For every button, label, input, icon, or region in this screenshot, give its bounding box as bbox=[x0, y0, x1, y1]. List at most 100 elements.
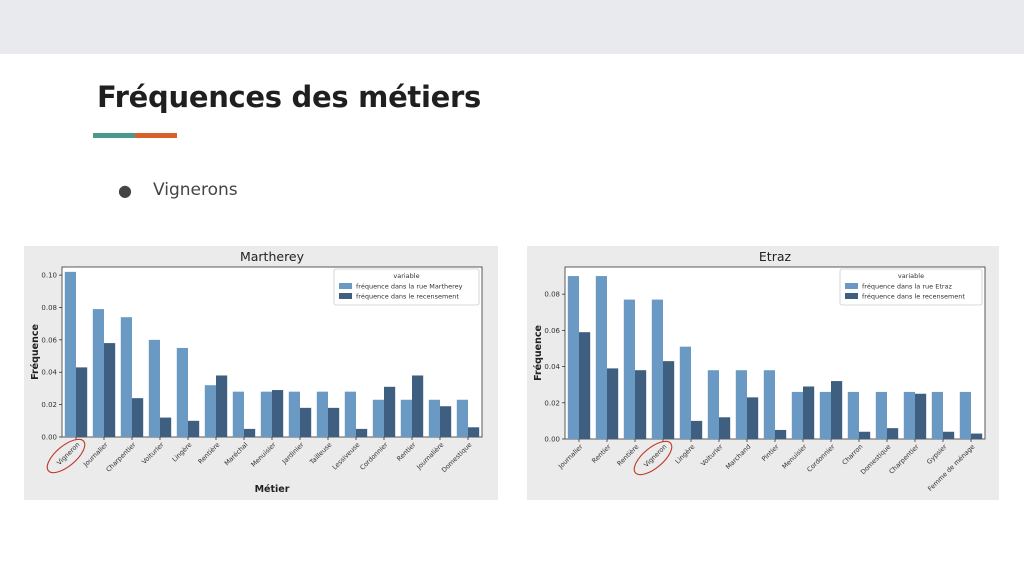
x-tick-label: Journalier bbox=[81, 441, 109, 469]
bar-recensement-4 bbox=[691, 420, 703, 439]
bar-recensement-13 bbox=[440, 406, 452, 437]
bar-recensement-5 bbox=[216, 375, 228, 437]
x-tick-label: Rentière bbox=[196, 441, 221, 466]
y-tick-label: 0.10 bbox=[41, 272, 57, 280]
chart-title: Martherey bbox=[240, 249, 305, 264]
x-tick-label: Vigneron bbox=[642, 443, 668, 469]
chart-etraz: Etraz 0.00 0.02 0.04 0.06 0.08 Fréquence Journa… bbox=[527, 246, 999, 500]
x-tick-label: Vigneron bbox=[55, 441, 81, 467]
y-axis-label: Fréquence bbox=[533, 325, 544, 381]
bar-rue-1 bbox=[595, 276, 607, 439]
bar-rue-12 bbox=[903, 391, 915, 439]
x-tick-label: Pintier bbox=[760, 443, 781, 464]
x-tick-label: Cordonnier bbox=[805, 443, 836, 474]
x-tick-label: Maréchal bbox=[223, 441, 250, 468]
highlight-circle bbox=[633, 440, 673, 476]
bar-rue-4 bbox=[176, 347, 188, 437]
bar-rue-13 bbox=[931, 391, 943, 439]
bar-rue-5 bbox=[204, 385, 216, 437]
bar-recensement-11 bbox=[384, 386, 396, 437]
bar-recensement-0 bbox=[76, 367, 88, 437]
bar-rue-8 bbox=[791, 391, 803, 439]
bar-rue-6 bbox=[735, 370, 747, 439]
bar-rue-10 bbox=[847, 391, 859, 439]
x-tick-label: Menuisier bbox=[249, 441, 277, 469]
bar-rue-0 bbox=[567, 276, 579, 439]
bar-rue-14 bbox=[456, 399, 468, 437]
bar-rue-14 bbox=[959, 391, 971, 439]
y-tick-label: 0.06 bbox=[544, 327, 560, 335]
bar-recensement-2 bbox=[132, 398, 144, 437]
x-tick-label: Voiturier bbox=[699, 443, 724, 468]
bar-rue-9 bbox=[316, 391, 328, 437]
y-tick-label: 0.02 bbox=[41, 401, 57, 409]
x-tick-label: Charpentier bbox=[104, 441, 137, 474]
bar-recensement-7 bbox=[272, 390, 284, 437]
chart-etraz-svg: Etraz 0.00 0.02 0.04 0.06 0.08 Fréquence Journa… bbox=[533, 249, 986, 493]
bar-recensement-7 bbox=[775, 429, 787, 439]
chart-martherey-svg: Martherey 0.00 0.02 0.04 0.06 0.08 0.10 Fréquen… bbox=[30, 249, 483, 495]
legend-title: variable bbox=[898, 272, 924, 280]
bar-rue-6 bbox=[232, 391, 244, 437]
y-tick-label: 0.04 bbox=[41, 369, 57, 377]
y-tick-label: 0.06 bbox=[41, 336, 57, 344]
x-tick-label: Menuisier bbox=[780, 443, 808, 471]
bar-recensement-5 bbox=[719, 417, 731, 439]
highlight-circle bbox=[46, 438, 86, 474]
accent-bar-teal bbox=[93, 133, 135, 138]
bar-recensement-6 bbox=[747, 397, 759, 439]
bar-recensement-6 bbox=[244, 428, 256, 437]
x-tick-label: Cordonnier bbox=[358, 441, 389, 472]
x-tick-label: Rentier bbox=[395, 441, 417, 463]
x-tick-label: Charron bbox=[840, 443, 864, 467]
chart-martherey: Martherey 0.00 0.02 0.04 0.06 0.08 0.10 Fréquen… bbox=[24, 246, 498, 500]
bar-rue-5 bbox=[707, 370, 719, 439]
x-tick-label: Voiturier bbox=[140, 441, 165, 466]
bar-rue-4 bbox=[679, 346, 691, 439]
bar-recensement-10 bbox=[356, 428, 368, 437]
y-tick-label: 0.04 bbox=[544, 363, 560, 371]
x-tick-label: Jardinier bbox=[280, 441, 306, 467]
bar-recensement-11 bbox=[887, 428, 899, 439]
bar-recensement-3 bbox=[663, 361, 675, 439]
x-tick-label: Femme de ménage bbox=[926, 443, 976, 493]
legend-label-1: fréquence dans le recensement bbox=[356, 293, 459, 301]
bullet-text: Vignerons bbox=[153, 180, 238, 200]
bar-rue-11 bbox=[875, 391, 887, 439]
bar-rue-3 bbox=[148, 339, 160, 437]
x-tick-label: Gypsier bbox=[925, 443, 948, 466]
x-tick-label: Lingère bbox=[171, 441, 194, 464]
legend-box bbox=[333, 268, 480, 306]
bar-rue-13 bbox=[428, 399, 440, 437]
legend-title: variable bbox=[393, 272, 419, 280]
y-tick-label: 0.08 bbox=[544, 291, 560, 299]
x-tick-label: Rentière bbox=[615, 443, 640, 468]
bar-rue-7 bbox=[763, 370, 775, 439]
legend-label-0: fréquence dans la rue Etraz bbox=[862, 283, 953, 291]
legend-label-1: fréquence dans le recensement bbox=[862, 293, 965, 301]
bar-recensement-9 bbox=[831, 381, 843, 439]
legend-box bbox=[839, 268, 983, 306]
bullet-dot-icon: ● bbox=[118, 181, 132, 200]
bar-rue-0 bbox=[64, 271, 76, 437]
x-tick-label: Rentier bbox=[590, 443, 612, 465]
accent-bar-orange bbox=[135, 133, 177, 138]
legend-swatch-1 bbox=[339, 293, 352, 299]
bar-recensement-1 bbox=[607, 368, 619, 439]
bar-recensement-13 bbox=[943, 431, 955, 439]
x-tick-label: Lingère bbox=[674, 443, 697, 466]
x-tick-label: Lessiveuse bbox=[331, 441, 362, 472]
chart-title: Etraz bbox=[759, 249, 792, 264]
legend-swatch-0 bbox=[845, 283, 858, 289]
y-axis-label: Fréquence bbox=[30, 324, 41, 380]
x-tick-label: Journalier bbox=[556, 443, 584, 471]
x-tick-label: Marchand bbox=[724, 443, 752, 471]
bar-rue-8 bbox=[288, 391, 300, 437]
y-tick-label: 0.08 bbox=[41, 304, 57, 312]
bar-recensement-9 bbox=[328, 407, 340, 437]
bar-rue-12 bbox=[400, 399, 412, 437]
top-bar bbox=[0, 0, 1024, 54]
legend-swatch-0 bbox=[339, 283, 352, 289]
legend-label-0: fréquence dans la rue Martherey bbox=[356, 283, 463, 291]
bar-recensement-14 bbox=[468, 427, 480, 437]
